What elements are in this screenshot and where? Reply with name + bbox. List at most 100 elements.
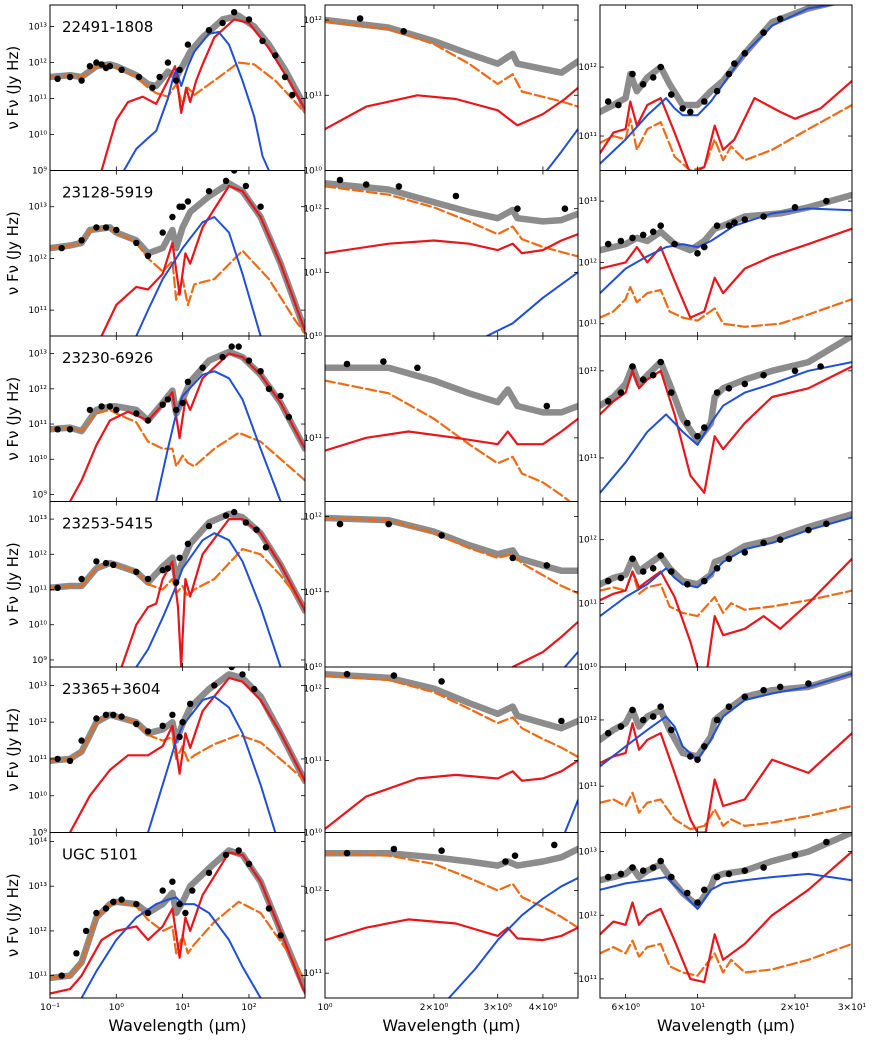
data-point [725, 222, 733, 229]
series-host-line [600, 939, 852, 977]
data-point [791, 204, 799, 211]
data-point [604, 577, 612, 585]
x-tick-label: 10¹ [175, 1003, 190, 1013]
series-torus-line [135, 532, 282, 667]
data-point [277, 392, 284, 400]
plot-area [600, 191, 852, 328]
y-tick-label: 10¹¹ [578, 132, 597, 142]
y-tick-label: 10¹¹ [28, 586, 47, 596]
y-tick-label: 10¹² [28, 254, 47, 264]
data-point [639, 716, 647, 724]
data-point [713, 87, 721, 95]
series-starburst-line [325, 759, 578, 830]
series-host-line [50, 61, 305, 114]
series-host-line [325, 674, 578, 758]
data-point [438, 847, 445, 854]
y-axis-title: ν Fν (Jy Hz) [4, 542, 22, 626]
x-tick-label: 3×10⁰ [484, 1003, 513, 1013]
series-total-line [600, 670, 852, 760]
panel-4-2: 10¹¹ 10¹² [578, 666, 853, 833]
series-host-line [325, 379, 572, 502]
plot-area [325, 670, 578, 833]
data-point [561, 205, 569, 212]
data-point [343, 849, 351, 857]
series-torus-line [563, 799, 578, 833]
data-point [741, 50, 749, 57]
data-point [211, 682, 218, 689]
data-point [604, 873, 612, 881]
data-point [159, 229, 166, 236]
data-point [701, 886, 708, 894]
y-tick-label: 10¹⁰ [28, 131, 47, 141]
data-point [390, 845, 398, 853]
panel-frame [324, 501, 579, 668]
panel-5-0: 10¹¹ 10¹² 10¹³ 10¹⁴ 10⁻¹ 10⁰ 10¹ 10² UGC 5101 ν F… [4, 832, 306, 1013]
data-point [58, 244, 65, 252]
data-point [438, 678, 445, 685]
y-tick-label: 10¹¹ [303, 757, 322, 767]
data-point [684, 419, 691, 427]
data-point [741, 380, 749, 388]
data-point [649, 864, 657, 871]
plot-area [50, 667, 305, 833]
data-point [649, 565, 657, 572]
data-point [93, 224, 100, 231]
data-point [164, 565, 172, 572]
y-tick-label: 10¹⁰ [28, 621, 47, 631]
data-point [657, 857, 664, 865]
plot-area [600, 5, 852, 171]
y-tick-label: 10¹² [28, 385, 47, 395]
y-tick-label: 10¹⁰ [28, 792, 47, 802]
series-host-line [600, 791, 852, 831]
y-tick-label: 10¹³ [28, 350, 47, 360]
data-point [259, 37, 266, 45]
panel-frame [49, 832, 306, 999]
data-point [558, 717, 565, 725]
data-point [543, 562, 551, 569]
data-point [199, 364, 206, 371]
y-tick-label: 10¹¹ [28, 306, 47, 316]
data-point [701, 243, 708, 251]
plot-area [325, 176, 578, 336]
data-point [54, 584, 61, 591]
y-tick-label: 10¹³ [28, 203, 47, 213]
plot-area [50, 343, 305, 502]
data-point [86, 406, 94, 414]
data-point [189, 887, 196, 894]
data-point [336, 176, 344, 184]
data-point [179, 203, 186, 210]
data-point [235, 847, 242, 854]
y-tick-label: 10¹¹ [578, 599, 597, 609]
data-point [336, 520, 344, 528]
series-host-line [600, 285, 852, 328]
data-point [98, 403, 105, 410]
data-point [668, 726, 675, 734]
data-point [731, 219, 738, 226]
data-point [731, 60, 738, 67]
data-point [823, 197, 830, 205]
data-point [66, 426, 74, 433]
y-tick-label: 10¹² [578, 258, 597, 268]
data-point [113, 406, 120, 414]
data-point [102, 711, 110, 718]
plot-area [600, 510, 852, 667]
data-point [639, 867, 647, 874]
y-tick-label: 10¹³ [578, 848, 597, 858]
data-point [265, 385, 273, 392]
panel-3-1: 10¹⁰ 10¹¹ 10¹² [303, 501, 579, 673]
y-tick-label: 10¹² [303, 685, 322, 695]
data-point [390, 672, 398, 679]
data-point [604, 98, 612, 105]
data-point [725, 870, 733, 878]
series-starburst-line [100, 184, 305, 336]
data-point [617, 389, 625, 396]
data-point [343, 360, 351, 368]
data-point [156, 73, 163, 81]
plot-area [600, 670, 852, 833]
data-point [629, 706, 636, 714]
data-point [615, 101, 622, 109]
object-name-label: UGC 5101 [62, 846, 138, 864]
series-starburst-line [68, 676, 305, 833]
series-torus-line [80, 896, 262, 998]
data-point [245, 16, 253, 23]
